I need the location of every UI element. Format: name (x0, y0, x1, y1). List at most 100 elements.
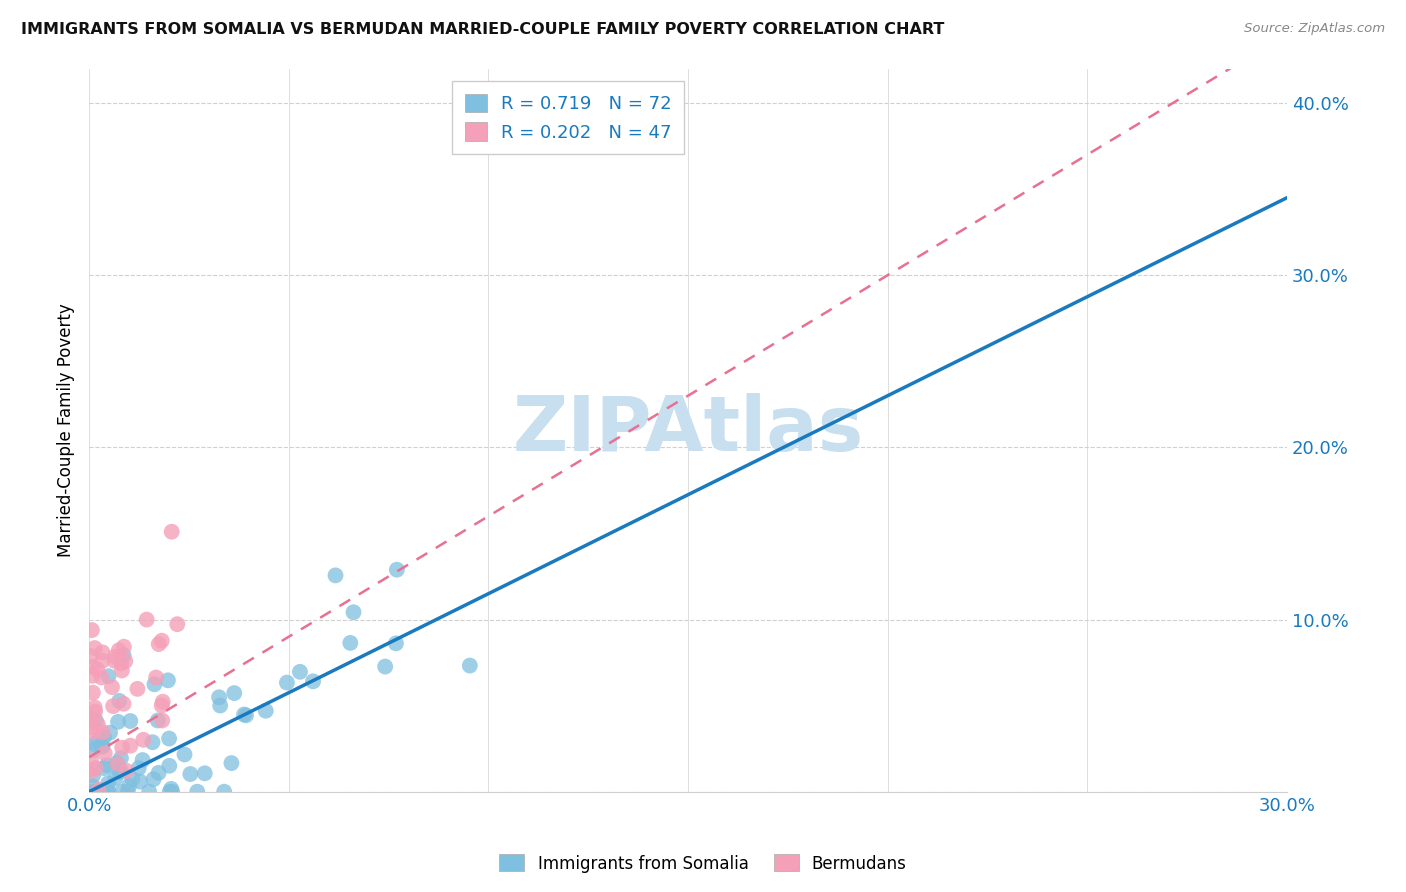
Point (80, 660, 103, 674)
Point (80, 764, 103, 779)
Point (339, 636, 361, 650)
Legend: Immigrants from Somalia, Bermudans: Immigrants from Somalia, Bermudans (492, 847, 914, 880)
Text: Source: ZipAtlas.com: Source: ZipAtlas.com (1244, 22, 1385, 36)
Point (143, 677, 166, 691)
Point (112, 648, 135, 663)
Point (212, 785, 235, 799)
Point (87, 717, 110, 731)
Point (142, 772, 165, 787)
Point (93, 761, 115, 775)
Point (131, 753, 153, 767)
Point (115, 764, 138, 778)
Point (94, 785, 117, 799)
Point (101, 699, 124, 714)
Point (458, 658, 481, 673)
Point (302, 674, 325, 689)
Point (82, 669, 104, 683)
Point (80, 623, 103, 637)
Point (83, 700, 105, 714)
Point (288, 665, 311, 679)
Point (103, 654, 125, 668)
Point (194, 766, 217, 780)
Point (173, 747, 195, 762)
Point (121, 772, 143, 786)
Point (325, 568, 347, 582)
Point (104, 649, 127, 664)
Point (91, 739, 114, 754)
Point (111, 740, 134, 755)
Point (148, 637, 170, 651)
Point (84, 761, 107, 775)
Point (84, 714, 107, 728)
Point (160, 781, 183, 796)
Point (150, 698, 173, 713)
Point (83, 641, 105, 656)
Point (129, 774, 152, 789)
Point (84, 705, 107, 719)
Point (160, 785, 183, 799)
Point (97, 669, 120, 683)
Point (157, 731, 180, 746)
Point (82, 686, 104, 700)
Point (93, 730, 115, 744)
Point (127, 681, 149, 696)
Point (80, 712, 103, 726)
Point (112, 697, 135, 711)
Point (385, 636, 408, 650)
Point (108, 694, 131, 708)
Point (221, 756, 243, 771)
Point (145, 671, 167, 685)
Point (374, 659, 396, 673)
Point (90, 670, 112, 684)
Point (118, 779, 141, 793)
Y-axis label: Married-Couple Family Poverty: Married-Couple Family Poverty (58, 303, 75, 557)
Point (91, 654, 114, 668)
Point (80, 649, 103, 664)
Point (160, 524, 183, 539)
Point (93, 746, 115, 760)
Point (186, 785, 208, 799)
Point (235, 708, 257, 723)
Point (110, 751, 132, 765)
Point (87, 733, 110, 747)
Point (82, 768, 104, 782)
Point (120, 714, 142, 728)
Point (96, 758, 118, 772)
Point (132, 732, 155, 747)
Point (111, 664, 134, 678)
Point (209, 698, 232, 713)
Point (276, 675, 298, 690)
Point (98, 725, 121, 739)
Point (82, 785, 104, 799)
Point (80, 753, 103, 767)
Point (135, 613, 157, 627)
Point (82, 743, 104, 757)
Point (105, 756, 128, 770)
Point (86, 785, 108, 799)
Point (101, 680, 124, 694)
Point (152, 695, 174, 709)
Point (104, 771, 127, 785)
Point (83, 785, 105, 799)
Point (107, 714, 129, 729)
Point (233, 707, 256, 722)
Point (82, 780, 104, 794)
Point (91, 645, 114, 659)
Point (89, 785, 111, 799)
Point (179, 767, 201, 781)
Point (83, 725, 105, 739)
Point (91, 725, 114, 739)
Point (84, 738, 107, 752)
Text: IMMIGRANTS FROM SOMALIA VS BERMUDAN MARRIED-COUPLE FAMILY POVERTY CORRELATION CH: IMMIGRANTS FROM SOMALIA VS BERMUDAN MARR… (21, 22, 945, 37)
Point (96, 785, 118, 799)
Point (96, 785, 118, 799)
Point (157, 759, 180, 773)
Point (82, 720, 104, 734)
Point (108, 643, 131, 657)
Point (86, 662, 108, 676)
Point (150, 714, 173, 728)
Point (385, 563, 408, 577)
Point (254, 704, 277, 718)
Point (224, 686, 246, 700)
Point (208, 690, 231, 705)
